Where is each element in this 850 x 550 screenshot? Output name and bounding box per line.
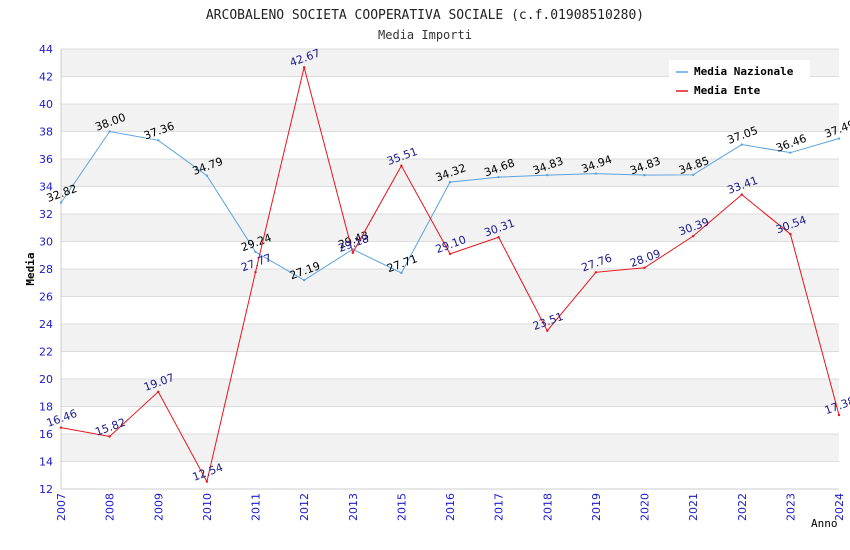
data-point-media-ente xyxy=(546,329,549,332)
data-point-media-ente xyxy=(400,164,403,167)
y-tick-label: 42 xyxy=(39,71,53,84)
legend-label-media-nazionale: Media Nazionale xyxy=(694,65,794,78)
data-point-media-ente xyxy=(594,271,598,274)
data-point-media-ente xyxy=(497,236,500,239)
data-point-media-ente xyxy=(302,66,306,69)
x-tick-label: 2023 xyxy=(784,493,797,521)
grid-band xyxy=(61,104,839,132)
y-tick-label: 32 xyxy=(39,208,53,221)
data-point-media-nazionale xyxy=(546,173,549,177)
y-tick-label: 20 xyxy=(39,373,53,386)
data-point-media-ente xyxy=(740,193,743,196)
grid-band xyxy=(61,324,839,352)
grid-band xyxy=(61,269,839,297)
x-tick-label: 2011 xyxy=(250,493,263,521)
y-tick-labels: 12 14 16 18 20 22 24 26 28 30 32 34 36 38 40 42 44 xyxy=(39,43,53,496)
data-point-media-ente xyxy=(837,413,841,417)
y-tick-label: 24 xyxy=(39,318,53,331)
x-tick-label: 2022 xyxy=(736,493,749,521)
data-label-media-nazionale: 36.46 xyxy=(774,132,808,155)
x-tick-label: 2007 xyxy=(55,493,68,521)
x-tick-label: 2020 xyxy=(639,493,652,521)
legend: Media Nazionale Media Ente xyxy=(669,60,810,102)
data-point-media-nazionale xyxy=(740,143,743,146)
y-tick-label: 26 xyxy=(39,291,53,304)
data-point-media-ente xyxy=(205,480,209,483)
y-tick-label: 30 xyxy=(39,236,53,249)
x-tick-label: 2015 xyxy=(395,493,408,521)
grid-band xyxy=(61,434,839,462)
data-label-media-ente: 28.09 xyxy=(628,247,662,270)
data-point-media-nazionale xyxy=(643,173,646,177)
data-point-media-ente xyxy=(108,435,111,438)
data-point-media-nazionale xyxy=(789,151,792,154)
data-point-media-ente xyxy=(351,251,354,254)
chart-title: ARCOBALENO SOCIETA COOPERATIVA SOCIALE (… xyxy=(206,8,644,23)
grid-band xyxy=(61,379,839,407)
y-tick-label: 18 xyxy=(39,401,53,414)
y-tick-label: 40 xyxy=(39,98,53,111)
data-point-media-nazionale xyxy=(400,271,403,275)
data-point-media-nazionale xyxy=(691,173,695,177)
x-tick-label: 2013 xyxy=(347,493,360,521)
data-point-media-nazionale xyxy=(59,201,63,204)
data-point-media-ente xyxy=(157,390,160,393)
x-tick-label: 2016 xyxy=(444,493,457,521)
y-axis-label: Media xyxy=(24,252,37,285)
legend-label-media-ente: Media Ente xyxy=(694,84,761,97)
legend-box xyxy=(669,60,810,102)
x-tick-label: 2008 xyxy=(104,493,117,521)
data-point-media-nazionale xyxy=(157,139,160,142)
y-tick-label: 36 xyxy=(39,153,53,166)
x-axis-label: Anno xyxy=(811,517,838,530)
x-tick-label: 2019 xyxy=(590,493,603,521)
data-point-media-ente xyxy=(691,234,695,238)
data-point-media-nazionale xyxy=(497,175,500,179)
y-gridlines xyxy=(61,48,839,490)
data-point-media-ente xyxy=(643,266,646,269)
grid-band xyxy=(61,214,839,242)
y-tick-label: 34 xyxy=(39,181,53,194)
data-point-media-nazionale xyxy=(594,172,598,175)
x-tick-label: 2024 xyxy=(833,493,846,521)
y-tick-label: 38 xyxy=(39,126,53,139)
y-tick-label: 12 xyxy=(39,483,53,496)
x-tick-label: 2012 xyxy=(298,493,311,521)
x-tick-label: 2018 xyxy=(541,493,554,521)
series-line-media-nazionale xyxy=(60,130,840,281)
data-point-media-nazionale xyxy=(448,180,452,184)
data-point-media-nazionale xyxy=(302,278,306,282)
y-tick-label: 16 xyxy=(39,428,53,441)
data-point-media-nazionale xyxy=(108,130,111,133)
data-point-media-nazionale xyxy=(254,250,257,254)
x-tick-label: 2017 xyxy=(493,493,506,521)
data-point-media-ente xyxy=(448,252,452,256)
y-tick-label: 22 xyxy=(39,346,53,359)
y-tick-label: 28 xyxy=(39,263,53,276)
data-point-media-ente xyxy=(254,270,257,274)
x-tick-label: 2010 xyxy=(201,493,214,521)
grid-bands xyxy=(61,49,839,462)
data-point-media-nazionale xyxy=(205,174,209,177)
data-label-media-ente: 12.54 xyxy=(191,461,225,484)
y-tick-label: 14 xyxy=(39,456,53,469)
y-tick-label: 44 xyxy=(39,43,53,56)
x-tick-label: 2021 xyxy=(687,493,700,521)
x-tick-labels: 2007 2008 2009 2010 2011 2012 2013 2015 2016 2017… xyxy=(55,493,846,521)
x-tick-label: 2009 xyxy=(152,493,165,521)
data-point-media-ente xyxy=(789,232,792,236)
data-point-media-ente xyxy=(59,426,63,429)
data-point-media-nazionale xyxy=(837,137,841,140)
chart-subtitle: Media Importi xyxy=(378,28,472,42)
